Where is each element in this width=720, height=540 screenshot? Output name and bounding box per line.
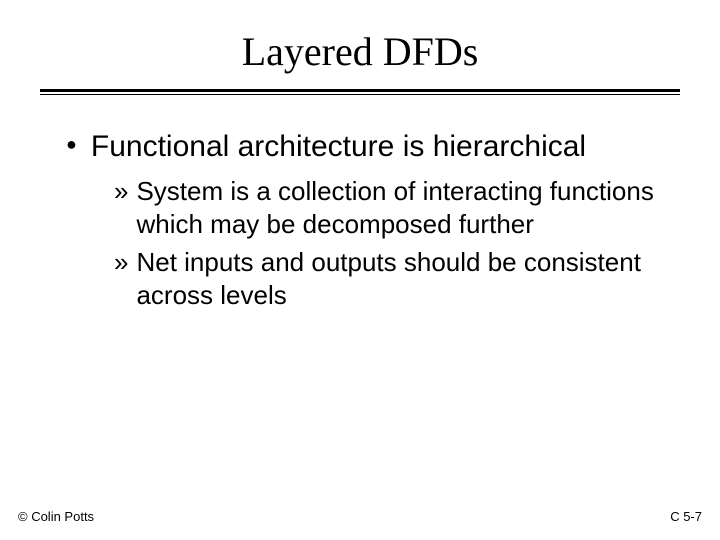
raquo-bullet-icon: » (114, 246, 128, 279)
level2-text: Net inputs and outputs should be consist… (136, 246, 656, 311)
slide-title: Layered DFDs (40, 28, 680, 75)
footer-page-number: C 5-7 (670, 509, 702, 524)
title-rule-thin (40, 94, 680, 95)
disc-bullet-icon: ● (66, 129, 77, 159)
level2-text: System is a collection of interacting fu… (136, 175, 656, 240)
bullet-level2: » Net inputs and outputs should be consi… (66, 246, 680, 311)
slide: Layered DFDs ● Functional architecture i… (0, 0, 720, 540)
level1-text: Functional architecture is hierarchical (91, 129, 586, 165)
raquo-bullet-icon: » (114, 175, 128, 208)
title-rule-thick (40, 89, 680, 92)
content-area: ● Functional architecture is hierarchica… (40, 129, 680, 311)
bullet-level1: ● Functional architecture is hierarchica… (66, 129, 680, 165)
footer-copyright: © Colin Potts (18, 509, 94, 524)
bullet-level2: » System is a collection of interacting … (66, 175, 680, 240)
